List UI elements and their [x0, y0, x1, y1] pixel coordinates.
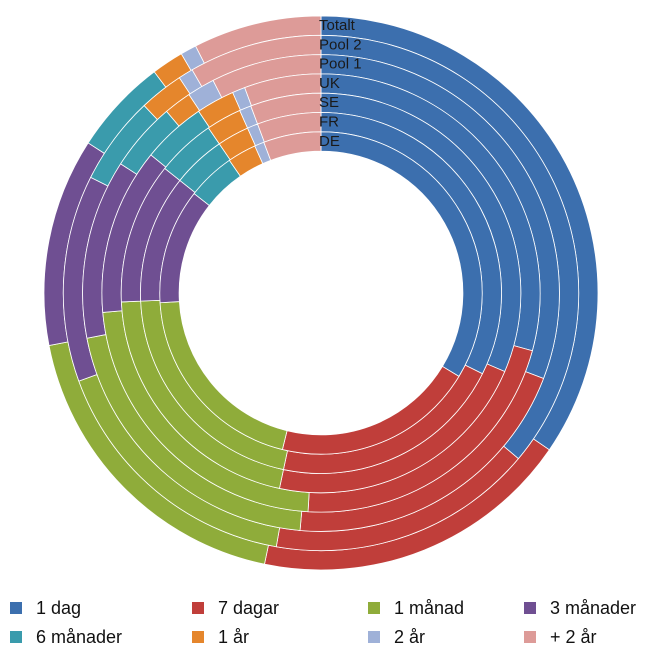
ring-label-se: SE	[319, 94, 339, 111]
nested-donut-chart: Totalt Pool 2 Pool 1 UK SE FR DE	[43, 15, 599, 571]
legend-item-7-dagar: 7 dagar	[192, 598, 279, 618]
ring-label-pool-1: Pool 1	[319, 56, 362, 73]
legend-item-plus-2-ar: + 2 år	[524, 627, 597, 647]
legend-item-1-manad: 1 månad	[368, 598, 464, 618]
legend-swatch	[524, 602, 536, 614]
legend-item-3-manader: 3 månader	[524, 598, 636, 618]
legend-label: 1 dag	[36, 597, 82, 618]
ring-label-pool-2: Pool 2	[319, 36, 362, 53]
legend-label: 6 månader	[36, 626, 123, 647]
legend: 1 dag 7 dagar 1 månad 3 månader 6 månade…	[0, 588, 648, 647]
legend-swatch	[368, 602, 380, 614]
ring-de-segment-7	[263, 131, 322, 161]
legend-label: 1 månad	[394, 597, 465, 618]
donut-rings	[43, 15, 599, 571]
ring-labels: Totalt Pool 2 Pool 1 UK SE FR DE	[319, 17, 362, 150]
legend-label: + 2 år	[550, 626, 597, 647]
legend-item-2-ar: 2 år	[368, 627, 425, 647]
legend-label: 7 dagar	[218, 597, 280, 618]
legend-label: 1 år	[218, 626, 250, 647]
ring-label-de: DE	[319, 133, 340, 150]
legend-item-6-manader: 6 månader	[10, 627, 122, 647]
legend-swatch	[192, 602, 204, 614]
legend-label: 3 månader	[550, 597, 637, 618]
legend-label: 2 år	[394, 626, 426, 647]
legend-swatch	[192, 631, 204, 643]
ring-label-totalt: Totalt	[319, 17, 356, 34]
ring-label-uk: UK	[319, 75, 340, 92]
legend-swatch	[368, 631, 380, 643]
legend-swatch	[10, 602, 22, 614]
legend-swatch	[10, 631, 22, 643]
legend-item-1-ar: 1 år	[192, 627, 249, 647]
legend-item-1-dag: 1 dag	[10, 598, 81, 618]
legend-swatch	[524, 631, 536, 643]
ring-label-fr: FR	[319, 114, 339, 131]
